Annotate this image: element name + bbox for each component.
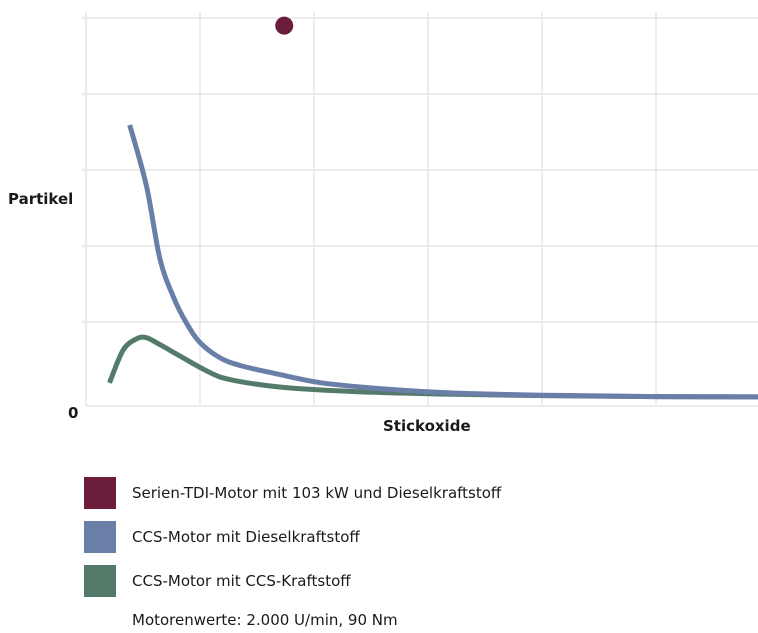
legend-swatch-ccs-diesel xyxy=(84,521,116,553)
footnote: Motorenwerte: 2.000 U/min, 90 Nm xyxy=(132,611,398,629)
legend: Serien-TDI-Motor mit 103 kW und Dieselkr… xyxy=(84,476,501,608)
legend-label-serien-tdi: Serien-TDI-Motor mit 103 kW und Dieselkr… xyxy=(132,484,502,502)
legend-label-ccs-diesel: CCS-Motor mit Dieselkraftstoff xyxy=(132,528,360,546)
series-line-ccs-diesel xyxy=(127,124,758,400)
origin-label: 0 xyxy=(68,404,79,422)
x-axis-label: Stickoxide xyxy=(383,417,471,435)
legend-swatch-serien-tdi xyxy=(84,477,116,509)
legend-item-serien-tdi: Serien-TDI-Motor mit 103 kW und Dieselkr… xyxy=(84,476,501,510)
legend-swatch-ccs-ccs xyxy=(84,565,116,597)
y-axis-label: Partikel xyxy=(8,190,74,208)
legend-item-ccs-ccs: CCS-Motor mit CCS-Kraftstoff xyxy=(84,564,501,598)
legend-item-ccs-diesel: CCS-Motor mit Dieselkraftstoff xyxy=(84,520,501,554)
chart xyxy=(82,12,758,407)
legend-label-ccs-ccs: CCS-Motor mit CCS-Kraftstoff xyxy=(132,572,351,590)
data-point-serien-tdi-0 xyxy=(275,16,294,35)
